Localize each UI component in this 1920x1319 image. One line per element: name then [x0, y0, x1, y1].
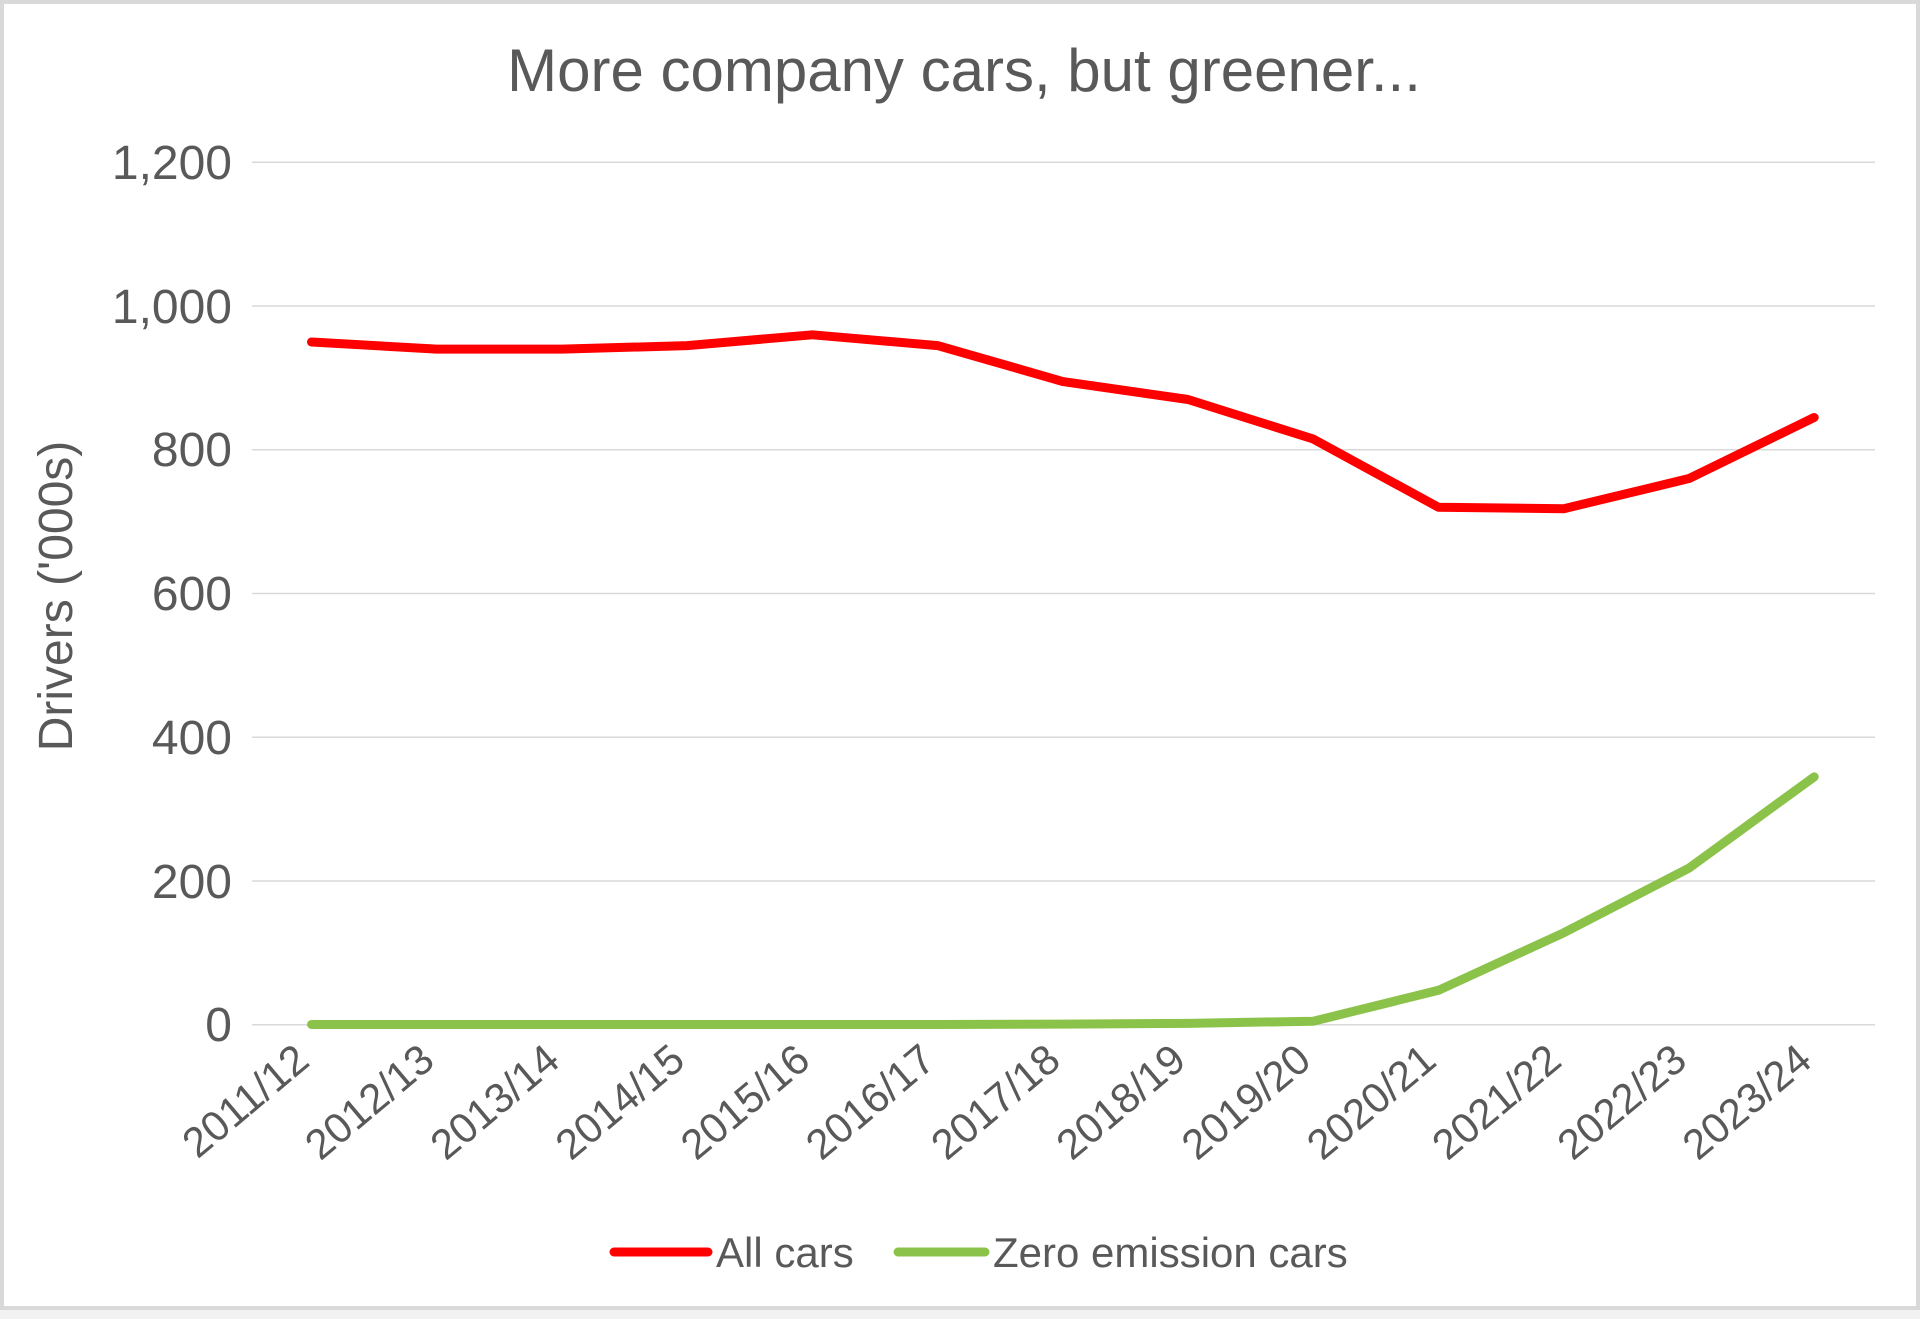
svg-text:2023/24: 2023/24 — [1673, 1035, 1820, 1169]
svg-text:1,200: 1,200 — [112, 137, 232, 190]
svg-text:2017/18: 2017/18 — [922, 1035, 1069, 1169]
svg-text:2013/14: 2013/14 — [421, 1035, 568, 1169]
svg-text:2015/16: 2015/16 — [672, 1035, 819, 1169]
svg-text:2021/22: 2021/22 — [1423, 1035, 1570, 1169]
svg-text:All cars: All cars — [716, 1229, 854, 1276]
svg-text:600: 600 — [152, 568, 232, 621]
svg-text:0: 0 — [205, 999, 232, 1052]
svg-text:2014/15: 2014/15 — [546, 1035, 693, 1169]
svg-text:2011/12: 2011/12 — [173, 1035, 317, 1167]
svg-text:Drivers ('000s): Drivers ('000s) — [30, 441, 83, 752]
svg-text:2020/21: 2020/21 — [1298, 1035, 1445, 1169]
svg-text:1,000: 1,000 — [112, 281, 232, 334]
svg-text:800: 800 — [152, 424, 232, 477]
svg-text:2022/23: 2022/23 — [1548, 1035, 1695, 1169]
svg-text:2016/17: 2016/17 — [797, 1035, 944, 1169]
svg-text:2018/19: 2018/19 — [1047, 1035, 1194, 1169]
svg-text:400: 400 — [152, 712, 232, 765]
svg-text:2012/13: 2012/13 — [296, 1035, 443, 1169]
svg-text:Zero emission cars: Zero emission cars — [993, 1229, 1348, 1276]
svg-text:200: 200 — [152, 856, 232, 909]
svg-text:2019/20: 2019/20 — [1173, 1035, 1320, 1169]
